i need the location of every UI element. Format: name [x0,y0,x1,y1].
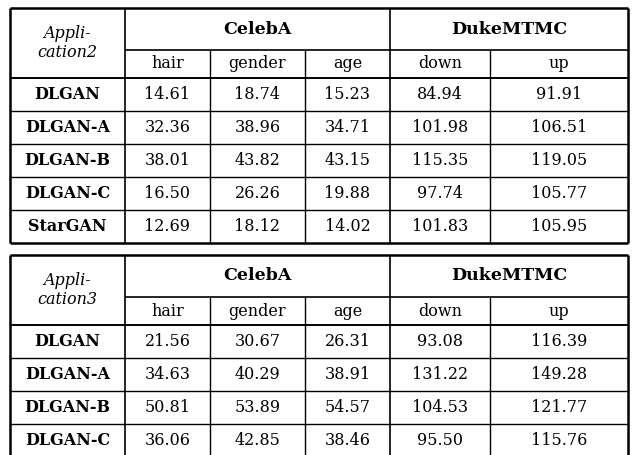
Text: 38.01: 38.01 [145,152,191,169]
Text: DLGAN-B: DLGAN-B [24,152,111,169]
Text: 15.23: 15.23 [324,86,371,103]
Text: 50.81: 50.81 [145,399,191,416]
Text: DukeMTMC: DukeMTMC [451,20,567,37]
Text: down: down [418,56,462,72]
Text: 40.29: 40.29 [235,366,280,383]
Text: 30.67: 30.67 [234,333,280,350]
Text: DLGAN: DLGAN [35,333,100,350]
Text: Appli-
cation2: Appli- cation2 [38,25,97,61]
Text: 14.02: 14.02 [324,218,371,235]
Text: 121.77: 121.77 [531,399,587,416]
Text: 32.36: 32.36 [145,119,191,136]
Text: 93.08: 93.08 [417,333,463,350]
Text: 14.61: 14.61 [145,86,191,103]
Text: 43.15: 43.15 [324,152,371,169]
Text: 116.39: 116.39 [531,333,587,350]
Text: 105.95: 105.95 [531,218,587,235]
Text: down: down [418,303,462,319]
Text: 42.85: 42.85 [235,432,280,449]
Text: DLGAN-A: DLGAN-A [25,119,110,136]
Text: DLGAN-B: DLGAN-B [24,399,111,416]
Text: 97.74: 97.74 [417,185,463,202]
Text: 104.53: 104.53 [412,399,468,416]
Text: DukeMTMC: DukeMTMC [451,268,567,284]
Text: 53.89: 53.89 [234,399,280,416]
Text: 21.56: 21.56 [145,333,191,350]
Text: 105.77: 105.77 [531,185,587,202]
Text: 43.82: 43.82 [235,152,280,169]
Text: 101.83: 101.83 [412,218,468,235]
Text: gender: gender [228,303,286,319]
Text: DLGAN-C: DLGAN-C [25,432,110,449]
Text: age: age [333,56,362,72]
Text: 54.57: 54.57 [324,399,371,416]
Text: gender: gender [228,56,286,72]
Text: hair: hair [151,56,184,72]
Text: hair: hair [151,303,184,319]
Text: 84.94: 84.94 [417,86,463,103]
Text: DLGAN-A: DLGAN-A [25,366,110,383]
Text: up: up [548,56,570,72]
Text: 34.71: 34.71 [324,119,371,136]
Text: 131.22: 131.22 [412,366,468,383]
Text: 18.12: 18.12 [234,218,280,235]
Text: 16.50: 16.50 [145,185,191,202]
Text: 101.98: 101.98 [412,119,468,136]
Text: 19.88: 19.88 [324,185,371,202]
Text: 115.35: 115.35 [412,152,468,169]
Text: 119.05: 119.05 [531,152,587,169]
Text: StarGAN: StarGAN [28,218,107,235]
Text: 38.96: 38.96 [234,119,280,136]
Text: up: up [548,303,570,319]
Text: 38.91: 38.91 [324,366,371,383]
Text: 18.74: 18.74 [234,86,280,103]
Text: CelebA: CelebA [223,268,292,284]
Text: 12.69: 12.69 [145,218,191,235]
Text: DLGAN: DLGAN [35,86,100,103]
Text: 91.91: 91.91 [536,86,582,103]
Text: age: age [333,303,362,319]
Text: 26.26: 26.26 [235,185,280,202]
Text: 115.76: 115.76 [531,432,587,449]
Text: 38.46: 38.46 [324,432,371,449]
Text: 95.50: 95.50 [417,432,463,449]
Text: 149.28: 149.28 [531,366,587,383]
Text: 26.31: 26.31 [324,333,371,350]
Text: DLGAN-C: DLGAN-C [25,185,110,202]
Text: Appli-
cation3: Appli- cation3 [38,272,97,308]
Text: CelebA: CelebA [223,20,292,37]
Text: 34.63: 34.63 [145,366,191,383]
Text: 106.51: 106.51 [531,119,587,136]
Text: 36.06: 36.06 [145,432,191,449]
